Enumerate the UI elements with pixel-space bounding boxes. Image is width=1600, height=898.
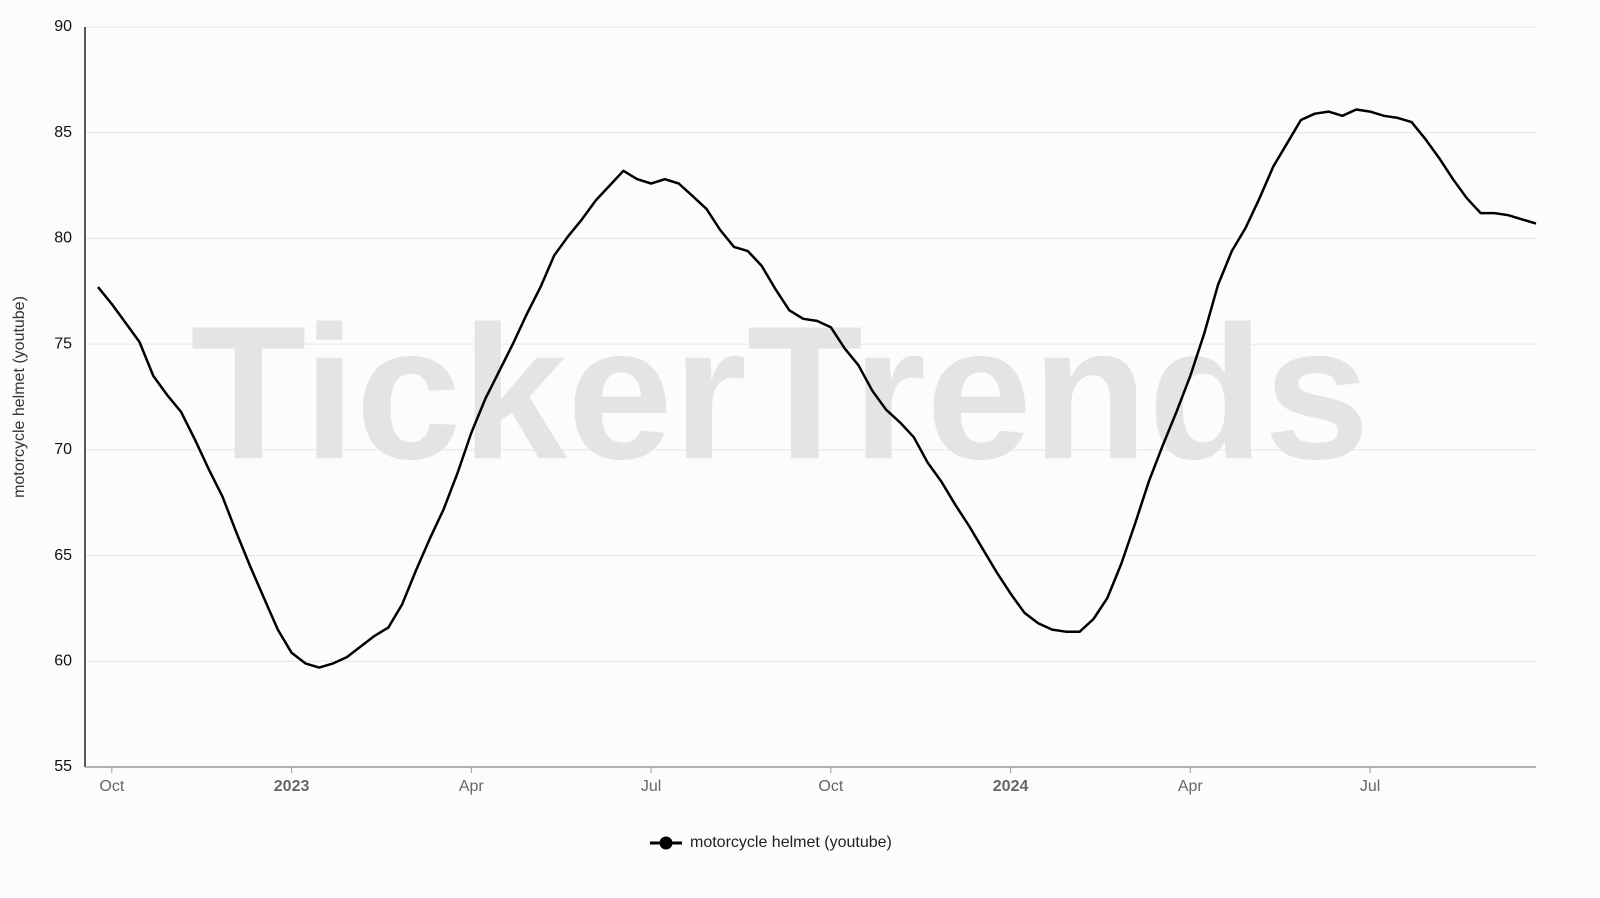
y-tick-label: 85 xyxy=(54,124,72,141)
x-tick-label: Apr xyxy=(1178,778,1204,795)
y-tick-label: 60 xyxy=(54,653,72,670)
y-tick-label: 55 xyxy=(54,758,72,775)
y-tick-label: 70 xyxy=(54,441,72,458)
legend-marker xyxy=(659,836,673,850)
watermark: TickerTrends xyxy=(190,287,1369,499)
legend-label: motorcycle helmet (youtube) xyxy=(690,834,892,851)
x-tick-label: Jul xyxy=(1360,778,1380,795)
x-tick-label: Apr xyxy=(459,778,485,795)
x-tick-label: Oct xyxy=(99,778,124,795)
x-tick-label: Jul xyxy=(641,778,661,795)
x-tick-label: 2023 xyxy=(274,778,310,795)
y-axis-label: motorcycle helmet (youtube) xyxy=(11,296,28,498)
y-tick-label: 65 xyxy=(54,547,72,564)
y-tick-label: 90 xyxy=(54,18,72,35)
x-tick-label: 2024 xyxy=(993,778,1029,795)
series-line xyxy=(97,108,1537,669)
y-tick-label: 80 xyxy=(54,230,72,247)
y-tick-label: 75 xyxy=(54,335,72,352)
x-tick-label: Oct xyxy=(818,778,843,795)
